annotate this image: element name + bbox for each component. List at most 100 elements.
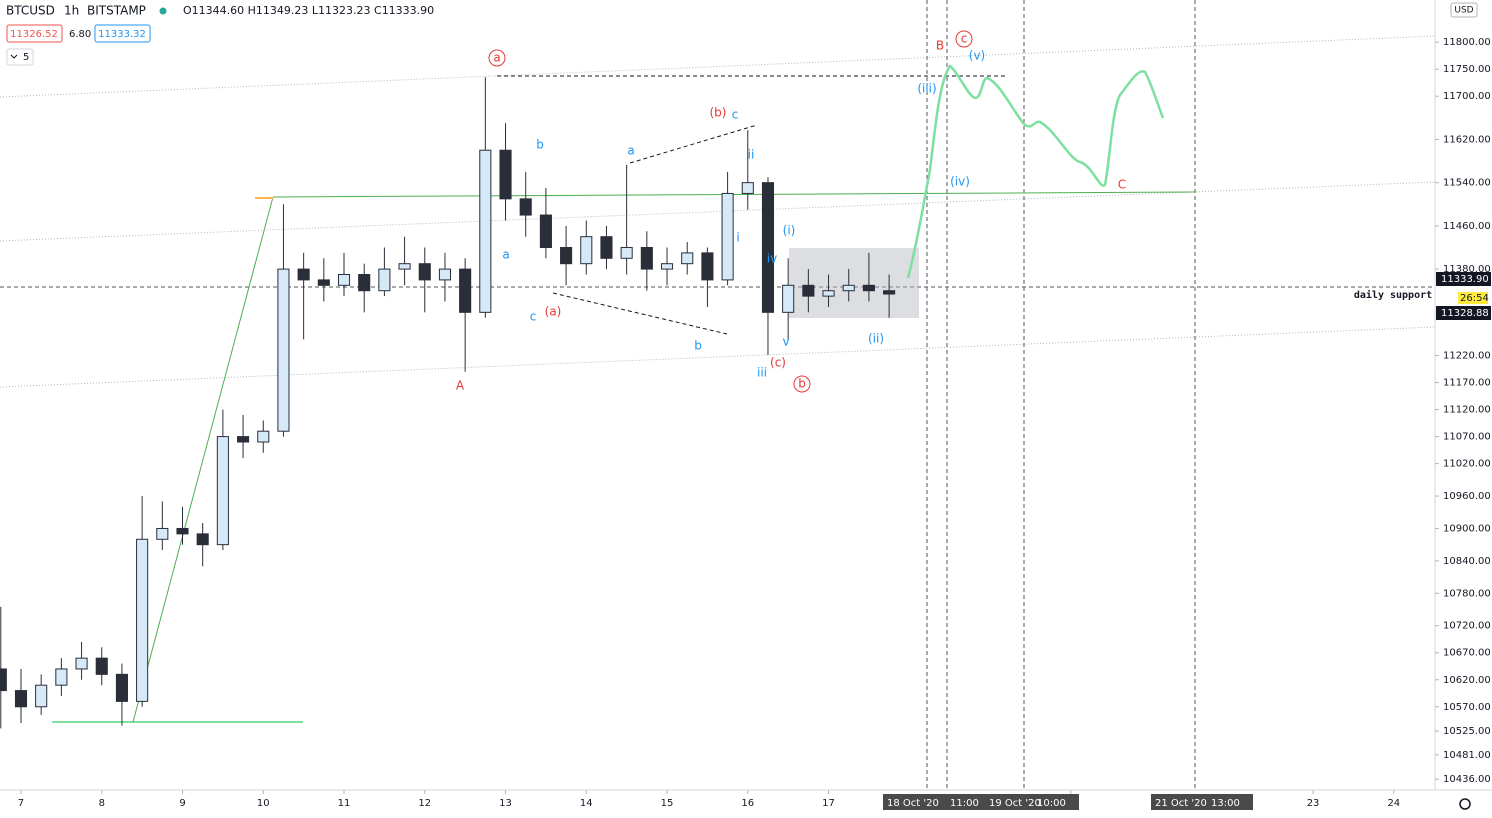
ask-box[interactable] [94,24,151,43]
channel-line [0,326,1436,388]
candle-body [842,284,855,292]
indicator-toggle[interactable] [6,48,34,66]
header: BTCUSD 1h BITSTAMP O11344.60 H11349.23 L… [6,2,1478,810]
candle-body [317,279,330,286]
x-tick-label: 13 [499,798,512,809]
wave-label: b [694,339,702,353]
y-tick-label: 11070.00 [1443,432,1491,443]
status-dot [159,7,167,15]
wave-label: daily support [1354,289,1432,301]
y-tick-label: 11800.00 [1443,37,1491,48]
y-tick-label: 11620.00 [1443,134,1491,145]
time-label-box [946,794,992,810]
wave-label: B [936,39,944,53]
candle-body [14,690,28,708]
y-tick-label: 11220.00 [1443,351,1491,362]
x-tick-label: 15 [661,798,674,809]
time-label: 13:00 [1211,798,1240,809]
time-axis: 789101112131415161720232418 Oct '2011:00… [18,790,1400,810]
wave-label: (v) [969,49,985,63]
candle-body [136,538,149,702]
wave-label: (i) [783,224,796,238]
price-label: 11333.90 [1441,274,1489,285]
time-label-box [883,794,953,810]
bid: 11326.52 [10,29,58,40]
y-tick-label: 11020.00 [1443,459,1491,470]
time-label: 11:00 [950,798,979,809]
channel-line [0,35,1436,98]
candle-body [560,246,573,265]
candle-body [822,290,835,297]
wave-label: iv [767,252,777,266]
wave-label: (iv) [950,175,970,189]
candle-body [479,149,492,313]
candle-body [459,268,472,313]
candle-body [257,430,270,443]
wave-label: c [530,310,537,324]
candle-body [499,149,512,200]
candle-body [640,246,653,270]
time-label: 10:00 [1037,798,1066,809]
candle-body [55,668,68,686]
wave-label: (b) [710,106,727,120]
y-tick-label: 10481.00 [1443,750,1491,761]
candle-body [237,436,250,443]
y-tick-label: 10840.00 [1443,556,1491,567]
x-tick-label: 23 [1307,798,1320,809]
wave-label: (a) [545,305,562,319]
x-tick-label: 11 [338,798,351,809]
x-tick-label: 9 [179,798,185,809]
price-label-box [1458,292,1488,304]
price-label: 26:54 [1460,293,1489,304]
candle-body [176,527,189,535]
annotation-circle [488,49,506,67]
price-label-box [1436,272,1491,286]
candle-body [438,268,452,281]
candle-body [75,657,88,670]
candle-body [378,268,391,292]
ohlc: O11344.60 H11349.23 L11323.23 C11333.90 [183,4,434,17]
y-tick-label: 10960.00 [1443,491,1491,502]
y-tick-label: 10620.00 [1443,675,1491,686]
y-tick-label: 10900.00 [1443,523,1491,534]
wave-label: c [732,108,739,122]
wave-label: b [798,377,806,391]
candle-body [115,673,128,702]
candle-body [398,263,411,270]
bid-box[interactable] [6,24,63,43]
y-tick-label: 10570.00 [1443,702,1491,713]
candle-body [620,246,633,259]
candle-body [862,284,875,292]
exchange: BITSTAMP [87,4,146,18]
candle-body [580,236,593,265]
wave-label: a [493,51,500,65]
y-tick-label: 11380.00 [1443,264,1491,275]
candle-body [802,284,815,297]
y-tick-label: 10670.00 [1443,648,1491,659]
wave-label: c [961,32,968,46]
candle-body [660,263,674,270]
wave-label: ii [748,148,755,162]
drawings [0,0,1436,790]
wave-label: (ii) [868,332,884,346]
candle-body [35,684,48,708]
y-tick-label: 11750.00 [1443,64,1491,75]
settings-icon[interactable] [1459,798,1471,810]
candle-body [721,192,734,281]
wave-label: v [782,335,789,349]
y-tick-label: 11460.00 [1443,221,1491,232]
candle-body [156,527,169,540]
indicator-count: 5 [23,52,29,63]
y-tick-label: 11540.00 [1443,178,1491,189]
y-tick-label: 11170.00 [1443,378,1491,389]
wave-label: b [536,138,544,152]
candle-body [358,274,371,292]
annotation-circle [955,30,973,48]
price-label: 11328.88 [1441,308,1489,319]
y-tick-label: 10525.00 [1443,726,1491,737]
x-tick-label: 12 [418,798,431,809]
x-tick-label: 8 [99,798,105,809]
trend-line [552,292,728,335]
currency-box[interactable] [1450,2,1478,18]
